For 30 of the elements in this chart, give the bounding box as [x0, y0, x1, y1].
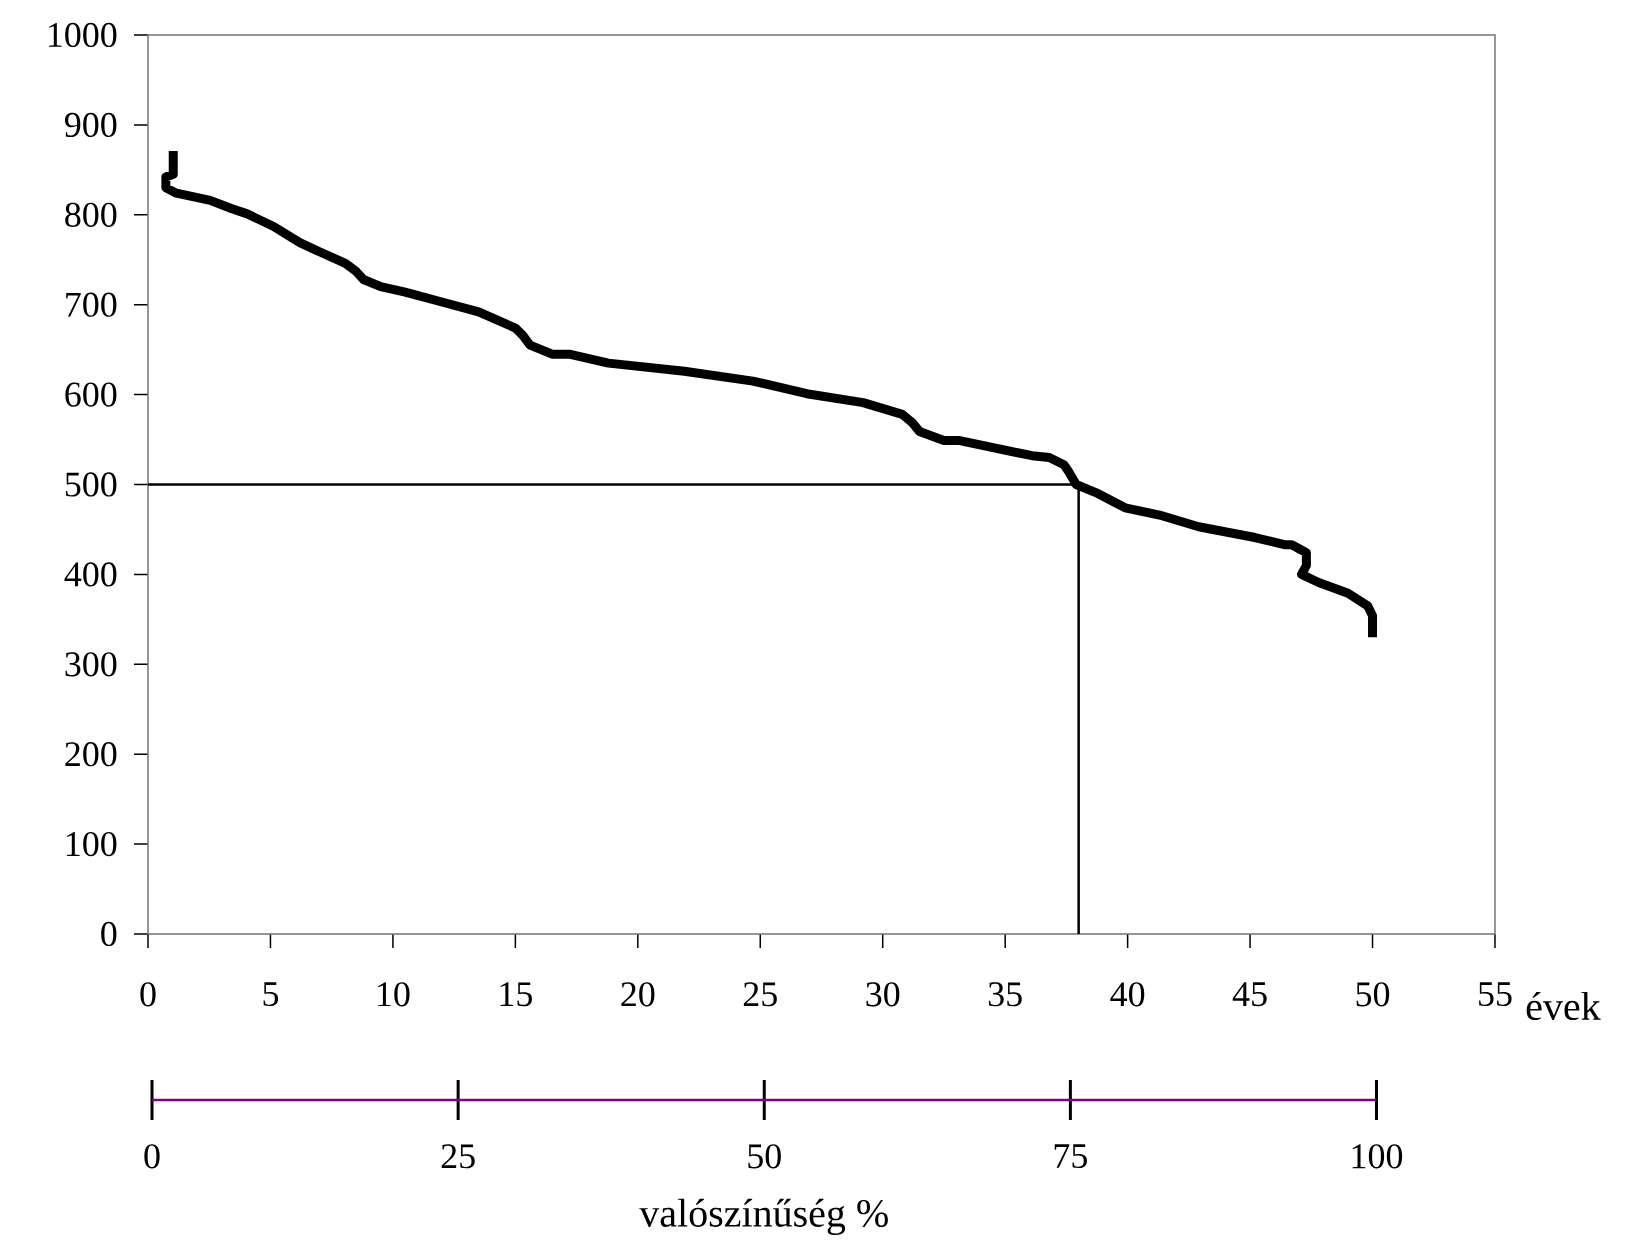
- x2-tick-label: 100: [1352, 1144, 1403, 1169]
- x-tick-label: 5: [263, 982, 279, 1007]
- y-tick-label: 500: [65, 472, 117, 497]
- x-tick-label: 15: [500, 982, 532, 1007]
- x2-tick-label: 0: [144, 1144, 160, 1169]
- y-tick-label: 300: [65, 652, 117, 677]
- x-tick-label: 0: [140, 982, 156, 1007]
- y-tick-label: 900: [64, 112, 117, 138]
- y-tick-label: 400: [64, 562, 117, 587]
- y-tick-label: 200: [65, 742, 117, 767]
- y-tick-label: 100: [66, 831, 117, 857]
- x2-tick-label: 75: [1054, 1144, 1087, 1169]
- y-tick-label: 0: [101, 921, 117, 947]
- x-tick-label: 40: [1110, 982, 1145, 1007]
- x-tick-label: 50: [1356, 982, 1390, 1007]
- x-tick-label: 55: [1479, 982, 1512, 1007]
- y-tick-label: 600: [65, 382, 117, 407]
- x2-tick-label: 50: [748, 1144, 781, 1169]
- x-tick-label: 45: [1232, 982, 1267, 1007]
- x2-tick-label: 25: [441, 1144, 475, 1169]
- x-tick-label: 25: [743, 982, 777, 1007]
- x-tick-label: 10: [378, 982, 410, 1007]
- y-tick-label: 700: [66, 292, 117, 317]
- x2-axis-title: valószínűség %: [639, 1198, 888, 1236]
- x-tick-label: 35: [988, 982, 1022, 1007]
- x-tick-label: 20: [621, 982, 655, 1007]
- y-tick-label: 800: [65, 202, 117, 227]
- y-tick-label: 1000: [48, 22, 117, 48]
- x-tick-label: 30: [866, 982, 900, 1007]
- x-axis-title: évek: [1526, 991, 1601, 1021]
